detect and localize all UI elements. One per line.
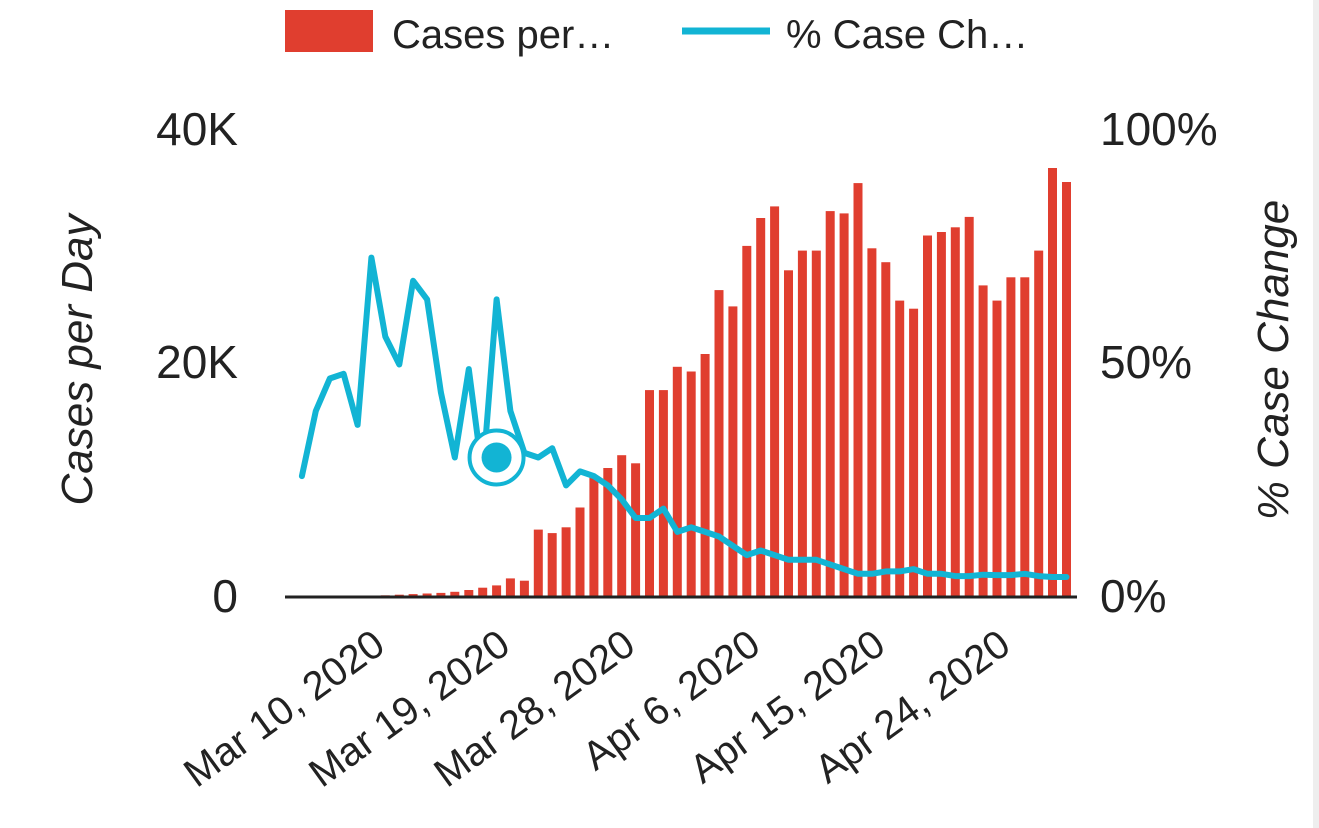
legend: Cases per… % Case Ch… (285, 10, 1028, 57)
bar (797, 250, 807, 597)
bar (505, 578, 515, 597)
bar-series (297, 168, 1071, 598)
bar (533, 529, 543, 597)
bar (492, 585, 502, 597)
line-series (298, 254, 1070, 580)
bar (575, 507, 585, 597)
bar (519, 580, 529, 597)
bar (950, 227, 960, 598)
legend-bar-label: Cases per… (392, 13, 614, 57)
bar (1062, 182, 1071, 597)
bar (923, 235, 932, 597)
bar (770, 206, 780, 597)
bar (728, 306, 738, 597)
right-axis-tick: 100% (1100, 103, 1218, 155)
bar (909, 308, 919, 597)
bar (784, 270, 793, 597)
bar (811, 250, 821, 597)
right-axis-title: % Case Change (1249, 200, 1298, 520)
bar (756, 218, 766, 597)
left-axis-title: Cases per Day (53, 212, 102, 506)
left-axis-tick: 40K (156, 103, 238, 155)
bar (881, 262, 891, 597)
bar (603, 468, 613, 597)
bar (1006, 277, 1016, 597)
bar (700, 354, 710, 597)
bar (561, 527, 571, 598)
bar (589, 477, 599, 597)
bar (978, 285, 988, 597)
bar (464, 590, 474, 597)
bar (825, 211, 835, 597)
bar (1034, 250, 1044, 597)
legend-line-label: % Case Ch… (786, 13, 1028, 57)
bar (936, 232, 946, 597)
bar (895, 300, 905, 597)
series-line (298, 254, 1070, 580)
bar (631, 463, 641, 597)
bar (672, 366, 682, 597)
bar (478, 587, 488, 597)
bar (645, 390, 654, 597)
bar (436, 592, 446, 597)
highlight-point[interactable] (481, 442, 512, 473)
bar (839, 213, 849, 597)
bar (964, 216, 974, 597)
bar (658, 390, 668, 597)
bar (992, 300, 1002, 597)
bar (853, 183, 863, 597)
left-axis-tick: 20K (156, 336, 238, 388)
bar (867, 248, 877, 598)
window-edge (1313, 0, 1319, 828)
bar (742, 245, 752, 597)
right-axis-tick: 50% (1100, 336, 1192, 388)
bar (547, 533, 557, 597)
right-axis-tick: 0% (1100, 570, 1166, 622)
bar (450, 591, 460, 597)
bar (714, 290, 724, 597)
legend-bar-swatch (285, 10, 373, 52)
bar (617, 455, 627, 597)
bar (422, 593, 432, 597)
bar (686, 371, 696, 597)
left-axis-tick: 0 (212, 570, 238, 622)
bar (1020, 277, 1030, 597)
bar (1048, 168, 1057, 597)
